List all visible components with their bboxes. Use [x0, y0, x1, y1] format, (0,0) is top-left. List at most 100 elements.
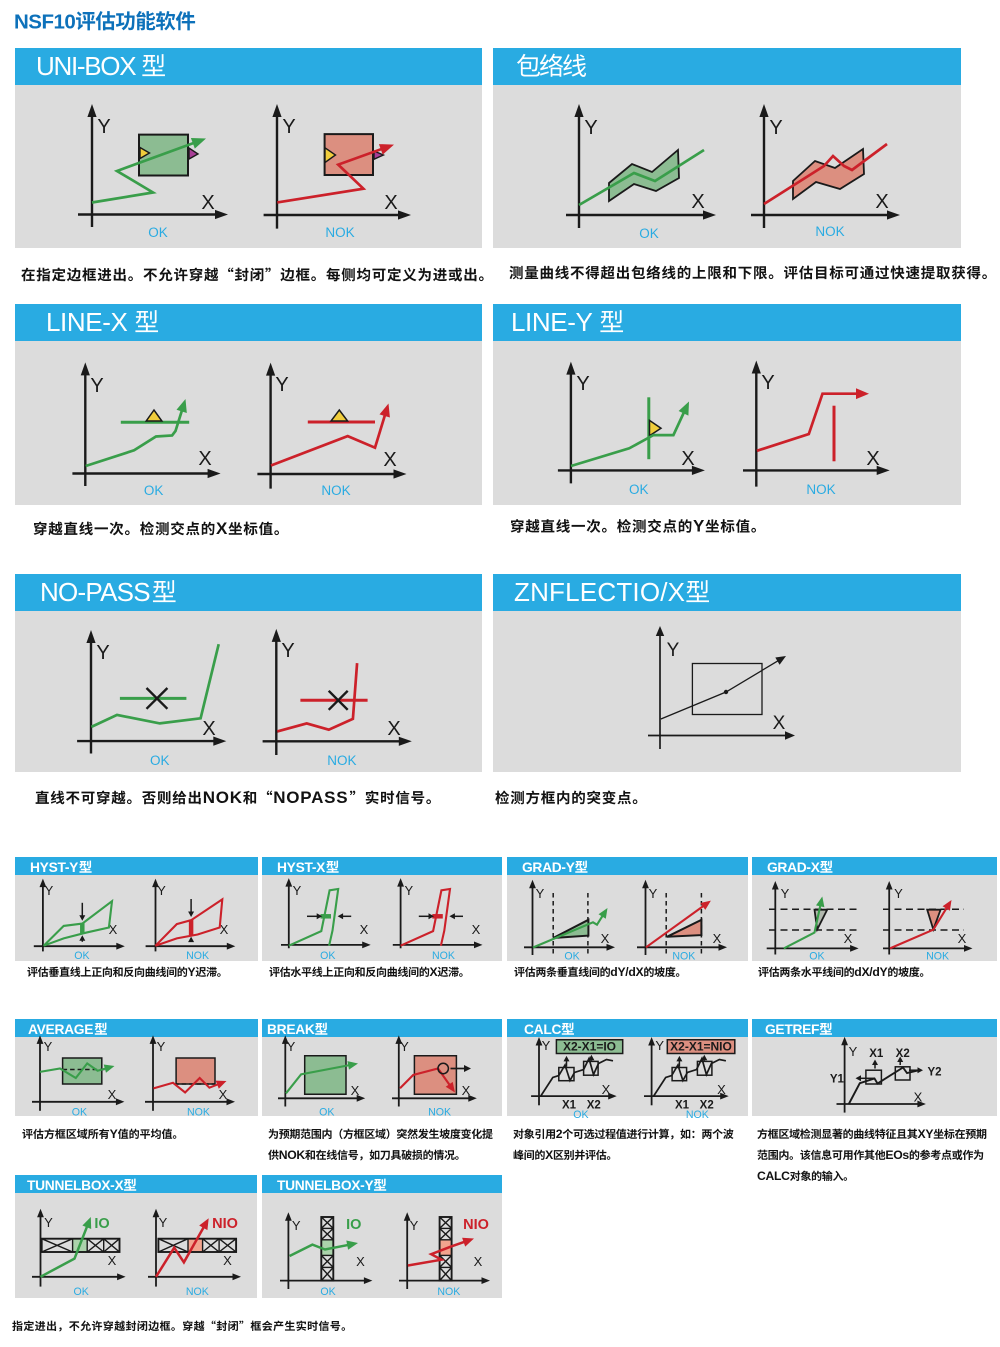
- svg-text:X2: X2: [587, 1100, 601, 1112]
- svg-text:NIO: NIO: [212, 1216, 238, 1232]
- svg-text:X1: X1: [675, 1100, 690, 1112]
- svg-text:OK: OK: [564, 951, 579, 963]
- svg-text:X2: X2: [896, 1048, 910, 1060]
- svg-text:X: X: [717, 1082, 726, 1097]
- svg-text:Y: Y: [584, 117, 597, 139]
- svg-text:Y: Y: [667, 640, 680, 661]
- svg-text:IO: IO: [94, 1216, 109, 1232]
- svg-text:Y1: Y1: [830, 1074, 845, 1086]
- svg-text:EOs: EOs: [885, 1148, 909, 1162]
- svg-text:Y: Y: [45, 883, 54, 898]
- svg-text:X: X: [384, 192, 397, 214]
- svg-text:X: X: [387, 718, 400, 740]
- svg-text:Y: Y: [157, 883, 166, 898]
- svg-text:NOK: NOK: [186, 1286, 209, 1298]
- svg-text:X: X: [545, 1148, 554, 1162]
- svg-text:X: X: [202, 718, 215, 740]
- svg-text:NOK: NOK: [203, 788, 243, 807]
- svg-text:GRAD-Y: GRAD-Y: [522, 860, 575, 875]
- svg-text:Y: Y: [781, 886, 790, 901]
- svg-text:NOK: NOK: [279, 1148, 306, 1162]
- svg-text:Y: Y: [649, 886, 658, 901]
- svg-text:X: X: [216, 519, 228, 538]
- svg-text:X: X: [223, 1253, 232, 1268]
- svg-text:Y: Y: [400, 1039, 409, 1054]
- svg-text:CALC: CALC: [524, 1022, 561, 1037]
- svg-text:NOK: NOK: [428, 1107, 451, 1119]
- svg-text:NOPASS: NOPASS: [273, 788, 348, 807]
- svg-text:Y: Y: [97, 116, 110, 138]
- svg-text:Y: Y: [44, 1215, 53, 1230]
- svg-text:NOK: NOK: [672, 951, 695, 963]
- svg-text:Y: Y: [655, 1038, 664, 1053]
- svg-text:X: X: [219, 1087, 228, 1102]
- svg-text:Y: Y: [159, 1215, 168, 1230]
- svg-text:dY/dX: dY/dX: [610, 965, 644, 979]
- svg-text:Y: Y: [576, 373, 589, 395]
- svg-text:X: X: [681, 448, 694, 470]
- svg-text:NOK: NOK: [806, 482, 835, 497]
- svg-text:NOK: NOK: [321, 483, 350, 498]
- svg-text:XY: XY: [918, 1127, 934, 1141]
- svg-text:NOK: NOK: [815, 224, 844, 239]
- svg-text:HYST-X: HYST-X: [277, 860, 326, 875]
- svg-text:AVERAGE: AVERAGE: [28, 1022, 93, 1037]
- svg-text:X: X: [875, 191, 888, 213]
- svg-text:Y: Y: [894, 886, 903, 901]
- svg-text:OK: OK: [809, 951, 824, 963]
- svg-text:Y: Y: [293, 883, 302, 898]
- svg-text:X: X: [474, 1254, 483, 1269]
- svg-text:OK: OK: [150, 753, 170, 768]
- svg-text:NOK: NOK: [926, 951, 949, 963]
- svg-text:X: X: [201, 192, 214, 214]
- svg-text:OK: OK: [629, 482, 649, 497]
- svg-text:ZNFLECTIO/X: ZNFLECTIO/X: [514, 577, 685, 607]
- svg-text:Y: Y: [110, 1127, 118, 1141]
- svg-text:OK: OK: [573, 1109, 588, 1121]
- svg-text:TUNNELBOX-X: TUNNELBOX-X: [27, 1178, 124, 1193]
- svg-text:GETREF: GETREF: [765, 1022, 819, 1037]
- svg-text:2: 2: [556, 1127, 563, 1141]
- svg-text:LINE-Y: LINE-Y: [511, 307, 599, 337]
- svg-text:OK: OK: [319, 1107, 334, 1119]
- svg-text:X: X: [844, 931, 853, 946]
- svg-text:OK: OK: [74, 950, 89, 962]
- svg-text:Y: Y: [542, 1038, 551, 1053]
- svg-text:NO-PASS: NO-PASS: [40, 577, 150, 607]
- svg-text:NOK: NOK: [686, 1109, 709, 1121]
- svg-text:Y: Y: [157, 1039, 166, 1054]
- svg-text:Y: Y: [44, 1039, 53, 1054]
- svg-text:X: X: [430, 965, 439, 979]
- svg-text:TUNNELBOX-Y: TUNNELBOX-Y: [277, 1178, 373, 1193]
- svg-text:LINE-X: LINE-X: [46, 307, 134, 337]
- svg-text:OK: OK: [639, 226, 659, 241]
- svg-text:X: X: [220, 922, 229, 937]
- svg-text:NOK: NOK: [186, 950, 209, 962]
- svg-text:HYST-Y: HYST-Y: [30, 860, 78, 875]
- svg-text:UNI-BOX: UNI-BOX: [36, 51, 141, 81]
- svg-text:Y: Y: [849, 1044, 858, 1059]
- svg-text:Y: Y: [693, 517, 705, 536]
- svg-text:X: X: [360, 922, 369, 937]
- svg-text:Y: Y: [769, 117, 782, 139]
- svg-text:X: X: [356, 1254, 365, 1269]
- svg-text:dX/dY: dX/dY: [854, 965, 887, 979]
- svg-text:OK: OK: [320, 1286, 335, 1298]
- svg-text:X1: X1: [562, 1100, 577, 1112]
- svg-text:NOK: NOK: [432, 950, 455, 962]
- svg-text:CALC: CALC: [757, 1169, 790, 1183]
- svg-text:OK: OK: [320, 950, 335, 962]
- svg-text:X1: X1: [869, 1048, 884, 1060]
- svg-text:Y: Y: [282, 116, 295, 138]
- svg-text:X: X: [691, 191, 704, 213]
- svg-text:X: X: [109, 922, 118, 937]
- svg-text:NSF10: NSF10: [14, 11, 75, 34]
- svg-text:X: X: [773, 713, 786, 734]
- svg-text:Y: Y: [292, 1218, 301, 1233]
- svg-text:X2-X1=IO: X2-X1=IO: [563, 1040, 616, 1054]
- svg-text:GRAD-X: GRAD-X: [767, 860, 821, 875]
- svg-text:BREAK: BREAK: [267, 1022, 315, 1037]
- svg-text:Y: Y: [410, 1218, 419, 1233]
- svg-text:Y: Y: [188, 965, 196, 979]
- svg-text:X: X: [108, 1253, 117, 1268]
